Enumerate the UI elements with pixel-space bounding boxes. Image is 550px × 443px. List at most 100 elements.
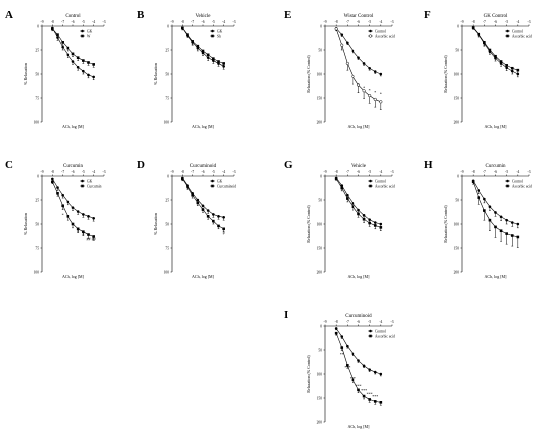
series-gk-point	[217, 215, 220, 218]
panel-h: H Curcumin -9 -8 -7 -6 -5 -4 -3 0 50 100 150 200 Relax…	[424, 159, 532, 280]
panel-letter: G	[284, 159, 293, 171]
series-gk-point	[51, 177, 54, 181]
series-ascorbic-acid-point	[334, 177, 338, 181]
significance-marker: *	[380, 92, 382, 97]
series-gk-point	[82, 69, 85, 73]
series-curcumin-point	[71, 222, 75, 226]
legend-marker	[211, 29, 214, 33]
panel-title: Vehicle	[351, 164, 367, 169]
series-control-point	[516, 72, 520, 76]
series-control-point	[477, 189, 481, 192]
series-w-point	[56, 33, 59, 36]
series-control-point	[373, 70, 377, 73]
y-tick-label: 150	[317, 396, 323, 400]
legend-label: Ascorbic acid	[512, 184, 532, 188]
series-ascorbic-acid-point	[483, 209, 486, 212]
y-tick-label: 0	[167, 24, 169, 28]
series-ascorbic-acid-point	[483, 41, 486, 44]
series-ascorbic-acid-point	[494, 225, 497, 229]
legend-label: Ascorbic acid	[375, 334, 395, 338]
series-ascorbic-acid-point	[471, 180, 475, 184]
series-curcumin-point	[51, 180, 54, 184]
legend-marker	[506, 179, 509, 183]
series-curcumin-point	[87, 233, 90, 236]
y-tick-label: 75	[165, 96, 169, 100]
x-tick-label: -4	[516, 20, 519, 24]
x-tick-label: -9	[461, 20, 464, 24]
series-gk-point	[82, 213, 85, 216]
y-axis-label: Relaxation (% Control)	[443, 55, 448, 93]
series-ascorbic-acid-point	[346, 364, 349, 367]
panel-title: Control	[65, 14, 81, 19]
x-axis-label: ACh, log [M]	[192, 274, 215, 280]
legend-marker	[369, 179, 372, 183]
panel-title: Curcumin	[63, 164, 83, 169]
y-tick-label: 75	[35, 246, 39, 250]
panel-title: Curcumin	[486, 164, 506, 169]
series-ascorbic-acid-point	[499, 229, 503, 233]
y-axis-label: Relaxation (% Control)	[306, 55, 311, 93]
y-tick-label: 0	[320, 174, 322, 178]
significance-marker: ***	[344, 365, 350, 370]
series-control-point	[357, 359, 360, 362]
series-control-point	[368, 66, 371, 70]
series-ascorbic-acid-point	[488, 48, 492, 52]
legend-marker	[506, 34, 509, 38]
y-tick-label: 100	[317, 72, 323, 76]
x-tick-label: -3	[528, 170, 531, 174]
y-tick-label: 25	[165, 198, 169, 202]
y-tick-label: 50	[455, 198, 459, 202]
legend-marker	[368, 34, 373, 38]
series-ascorbic-acid-point	[379, 100, 383, 104]
panel-e: E Wistar Control -9 -8 -7 -6 -5 -4 -3 0 50 100 150 20…	[284, 9, 395, 130]
y-tick-label: 0	[320, 324, 322, 328]
series-control-point	[340, 335, 344, 338]
x-tick-label: -3	[233, 170, 236, 174]
panel-title: Curcuminoid	[345, 314, 372, 319]
x-tick-label: -3	[103, 20, 106, 24]
significance-marker: #	[223, 231, 225, 236]
series-control-point	[362, 364, 366, 368]
series-curcuminoid-point	[222, 227, 225, 231]
significance-marker: ***	[356, 383, 362, 388]
legend-marker	[81, 184, 84, 188]
x-tick-label: -7	[483, 20, 486, 24]
x-axis-label: ACh, log [M]	[348, 274, 371, 280]
panel-letter: B	[137, 9, 145, 21]
significance-marker: #	[82, 232, 84, 237]
x-tick-label: -6	[72, 170, 75, 174]
series-curcuminoid-point	[206, 215, 210, 218]
legend-label: Curcumin	[87, 184, 102, 188]
panel-title: Vehicle	[196, 14, 212, 19]
x-tick-label: -5	[212, 170, 215, 174]
series-control-point	[368, 218, 371, 221]
series-sh-point	[212, 57, 215, 60]
series-curcumin-point	[66, 215, 70, 218]
series-sh-point	[196, 44, 200, 48]
series-gk-point	[92, 75, 95, 79]
legend-marker	[211, 179, 214, 183]
x-tick-label: -9	[324, 320, 327, 324]
y-tick-label: 50	[318, 48, 322, 52]
series-control-point	[516, 222, 520, 226]
x-tick-label: -8	[335, 170, 338, 174]
panel-title: Wistar Control	[344, 14, 374, 19]
significance-marker: *	[358, 82, 360, 87]
panel-b: B Vehicle -9 -8 -7 -6 -5 -4 -3 0 25 50 75 100 % Relaxa…	[137, 9, 236, 130]
series-gk-point	[212, 213, 215, 216]
x-tick-label: -9	[324, 20, 327, 24]
series-ascorbic-acid-point	[373, 400, 377, 403]
series-w-point	[87, 61, 90, 64]
series-curcuminoid-point	[186, 185, 189, 188]
series-w-point	[51, 27, 54, 31]
series-gk-point	[66, 53, 70, 57]
x-tick-label: -6	[72, 20, 75, 24]
series-gk-point	[71, 60, 75, 63]
series-ascorbic-acid-point	[362, 217, 366, 221]
significance-marker: *	[363, 85, 365, 90]
x-axis-label: ACh, log [M]	[485, 274, 508, 280]
y-tick-label: 50	[35, 222, 39, 226]
series-control-point	[351, 49, 355, 53]
x-axis-label: ACh, log [M]	[348, 424, 371, 430]
series-w-point	[76, 56, 80, 59]
